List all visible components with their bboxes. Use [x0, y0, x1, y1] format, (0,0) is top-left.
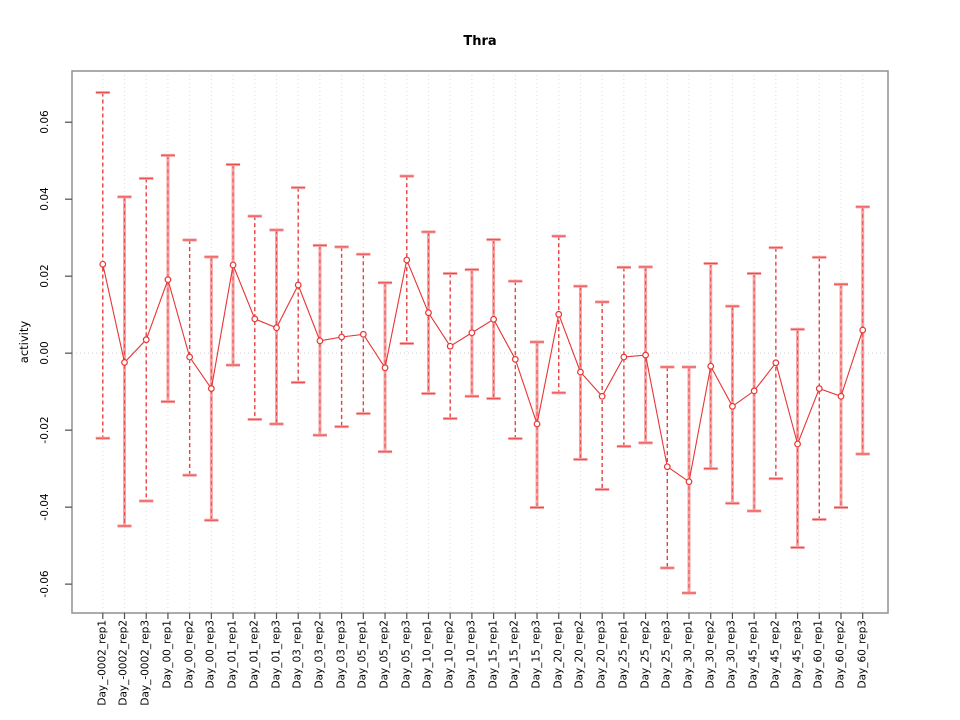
x-tick-label: Day_00_rep1: [161, 620, 174, 689]
x-tick-label: Day_03_rep1: [291, 620, 304, 689]
y-tick-label: -0.06: [39, 570, 51, 598]
x-tick-label: Day_25_rep3: [660, 620, 673, 689]
data-point: [99, 260, 107, 268]
data-point: [381, 364, 389, 372]
data-point: [207, 385, 215, 392]
x-tick-label: Day_00_rep2: [183, 620, 196, 689]
x-tick-label: Day_00_rep3: [204, 620, 217, 689]
x-tick-label: Day_-0002_rep2: [118, 620, 131, 706]
data-line: [102, 258, 864, 483]
x-tick-label: Day_15_rep2: [508, 620, 521, 689]
x-tick-label: Day_05_rep2: [378, 620, 391, 689]
x-tick-label: Day_60_rep1: [812, 620, 825, 689]
data-point: [294, 281, 302, 289]
x-tick-label: Day_10_rep3: [465, 620, 478, 689]
x-tick-label: Day_-0002_rep1: [96, 620, 109, 706]
x-tick-label: Day_10_rep1: [421, 620, 434, 689]
data-point: [663, 463, 671, 471]
data-point: [511, 355, 519, 363]
data-point: [750, 387, 758, 395]
data-point: [598, 392, 606, 400]
data-point: [642, 351, 649, 359]
data-point: [316, 337, 324, 345]
x-tick-label: Day_05_rep3: [400, 620, 413, 689]
x-tick-label: Day_03_rep3: [335, 620, 348, 689]
data-point: [425, 309, 432, 317]
data-point: [859, 326, 867, 334]
x-tick-label: Day_20_rep3: [595, 620, 608, 689]
x-tick-label: Day_-0002_rep3: [139, 620, 152, 706]
x-tick-label: Day_30_rep1: [682, 620, 695, 689]
data-point: [338, 333, 346, 341]
data-point: [533, 420, 541, 428]
x-tick-label: Day_30_rep3: [725, 620, 738, 689]
x-tick-label: Day_60_rep2: [834, 620, 847, 689]
x-tick-label: Day_20_rep1: [552, 620, 565, 689]
data-point: [229, 261, 237, 269]
y-tick-label: -0.02: [39, 416, 51, 444]
x-tick-label: Day_10_rep2: [443, 620, 456, 689]
data-point: [729, 402, 736, 410]
x-tick-label: Day_05_rep1: [356, 620, 369, 689]
data-point: [685, 478, 693, 486]
data-point: [142, 336, 150, 344]
data-point: [164, 276, 172, 284]
x-tick-label: Day_45_rep1: [747, 620, 760, 689]
y-tick-label: 0.00: [39, 341, 51, 365]
plot-border: [71, 70, 889, 614]
data-point: [186, 353, 194, 361]
y-tick-label: 0.02: [39, 264, 51, 288]
x-tick-label: Day_30_rep2: [704, 620, 717, 689]
data-point: [837, 392, 845, 400]
x-tick-label: Day_60_rep3: [856, 620, 869, 689]
data-point: [403, 256, 411, 264]
x-tick-label: Day_25_rep1: [617, 620, 630, 689]
data-point: [555, 310, 563, 318]
x-tick-label: Day_45_rep2: [769, 620, 782, 689]
data-point: [620, 353, 628, 361]
x-tick-label: Day_25_rep2: [639, 620, 652, 689]
data-point: [359, 330, 367, 338]
x-tick-label: Day_01_rep3: [270, 620, 282, 689]
data-point: [446, 342, 454, 350]
data-point: [707, 362, 715, 370]
y-tick-label: 0.04: [39, 187, 51, 211]
x-tick-label: Day_03_rep2: [313, 620, 326, 689]
x-tick-label: Day_45_rep3: [791, 620, 804, 689]
x-tick-label: Day_01_rep1: [226, 620, 239, 689]
data-point: [490, 315, 498, 323]
x-tick-label: Day_15_rep3: [530, 620, 543, 689]
chart-title: Thra: [463, 34, 497, 49]
x-tick-label: Day_15_rep1: [487, 620, 500, 689]
data-point: [251, 315, 259, 323]
y-tick-label: 0.06: [39, 110, 51, 134]
data-point: [794, 440, 801, 448]
data-point: [121, 359, 128, 366]
x-tick-label: Day_20_rep2: [573, 620, 586, 689]
data-point: [273, 324, 280, 332]
y-tick-label: -0.04: [39, 493, 51, 521]
data-point: [815, 385, 823, 392]
data-point: [577, 368, 584, 376]
data-point: [772, 359, 780, 367]
x-tick-label: Day_01_rep2: [248, 620, 261, 689]
data-point: [468, 329, 476, 337]
